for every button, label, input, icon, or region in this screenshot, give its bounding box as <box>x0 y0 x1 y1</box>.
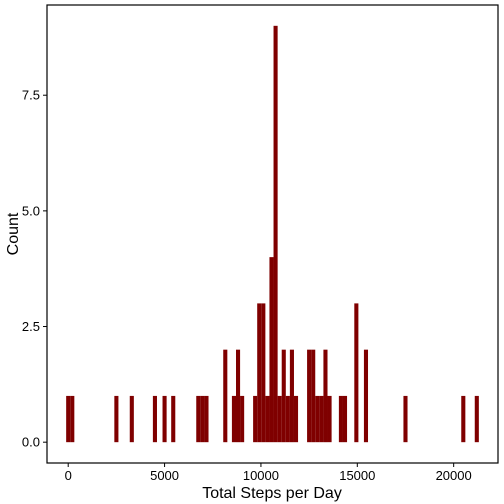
histogram-bar <box>66 395 71 443</box>
histogram-bar <box>281 349 286 443</box>
histogram-bar <box>327 395 332 443</box>
histogram-bar <box>338 395 343 443</box>
histogram-bar <box>261 303 266 443</box>
histogram-bar <box>323 349 328 443</box>
bars-group <box>66 25 479 443</box>
histogram-bar <box>315 395 320 443</box>
histogram-bar <box>196 395 201 443</box>
histogram-bar <box>162 395 167 443</box>
histogram-bar <box>240 395 245 443</box>
histogram-bar <box>311 349 316 443</box>
histogram-bar <box>231 395 236 443</box>
histogram-bar <box>253 395 258 443</box>
histogram-bar <box>114 395 119 443</box>
y-tick-label: 0.0 <box>22 435 40 450</box>
histogram-bar <box>152 395 157 443</box>
y-tick-label: 5.0 <box>22 203 40 218</box>
histogram-bar <box>285 395 290 443</box>
histogram-bar <box>70 395 75 443</box>
histogram-bar <box>289 349 294 443</box>
histogram-bar <box>265 395 270 443</box>
y-tick-label: 2.5 <box>22 319 40 334</box>
histogram-bar <box>236 349 241 443</box>
x-axis-title: Total Steps per Day <box>202 485 342 502</box>
histogram-bar <box>342 395 348 443</box>
histogram-bar <box>363 349 369 443</box>
y-tick-label: 7.5 <box>22 88 40 103</box>
histogram-bar <box>223 349 228 443</box>
histogram-bar <box>129 395 134 443</box>
histogram-bar <box>257 303 262 443</box>
x-axis-ticks: 0 5000 10000 15000 20000 <box>65 463 472 483</box>
histogram-bar <box>200 395 205 443</box>
histogram-bar <box>403 395 408 443</box>
histogram-bar <box>277 395 282 443</box>
y-axis-ticks: 0.0 2.5 5.0 7.5 <box>22 88 47 450</box>
histogram-bar <box>171 395 176 443</box>
histogram-bar <box>307 349 312 443</box>
x-tick-label: 10000 <box>243 468 279 483</box>
histogram-bar <box>293 395 299 443</box>
histogram-bar <box>204 395 209 443</box>
x-tick-label: 15000 <box>339 468 375 483</box>
x-tick-label: 20000 <box>436 468 472 483</box>
histogram-bar <box>319 395 324 443</box>
histogram-bar <box>269 257 274 443</box>
histogram-bar <box>354 303 359 443</box>
histogram-bar <box>461 395 466 443</box>
x-tick-label: 0 <box>65 468 72 483</box>
histogram-bar <box>273 25 278 443</box>
y-axis-title: Count <box>5 212 22 255</box>
x-tick-label: 5000 <box>150 468 179 483</box>
histogram-bar <box>474 395 479 443</box>
